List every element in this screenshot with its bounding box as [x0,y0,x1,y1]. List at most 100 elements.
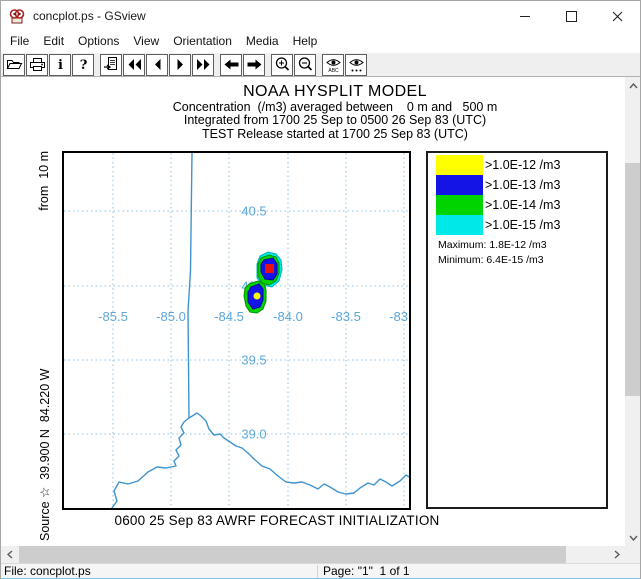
plot-title: NOAA HYSPLIT MODEL [243,83,427,100]
app-icon[interactable] [9,8,25,24]
svg-text:?: ? [79,58,87,73]
river-line-west [110,417,190,510]
left-axis-label: Source ☆ 39.900 N 84.220 W from 10 m [37,151,52,541]
forward-arrow-icon [247,59,261,70]
maximize-icon [565,10,577,22]
help-icon: ? [79,58,87,73]
max-cell-marker [265,264,274,273]
legend-box: >1.0E-12 /m3 >1.0E-13 /m3 >1.0E-14 /m3 >… [426,151,608,509]
zoom-out-button[interactable] [294,53,316,76]
scroll-up-button[interactable] [625,77,640,94]
info-icon: i [58,58,63,73]
horizontal-scrollbar[interactable] [1,546,640,563]
help-button[interactable]: ? [72,53,94,76]
menu-item-view[interactable]: View [133,34,160,48]
chevron-down-icon [629,535,638,541]
last-page-button[interactable] [192,53,214,76]
prev-page-button[interactable] [146,53,168,76]
source-location-label: Source ☆ 39.900 N 84.220 W [38,368,52,541]
title-bar[interactable]: concplot.ps - GSview [1,1,640,31]
next-page-button[interactable] [169,53,191,76]
goto-page-icon [103,57,117,70]
plot-subtitle-2: Integrated from 1700 25 Sep to 0500 26 S… [183,113,487,128]
menu-item-options[interactable]: Options [78,34,120,48]
legend-swatch-green [436,195,483,215]
prev-page-icon [154,59,160,70]
menu-item-help[interactable]: Help [292,34,318,48]
print-icon [29,58,45,71]
lon-tick-label: -84.5 [214,309,244,324]
minimize-icon [520,15,530,17]
legend-label: >1.0E-13 /m3 [485,178,561,192]
toolbar: i ? [1,53,640,77]
legend-row: >1.0E-14 /m3 [436,195,560,215]
legend-minimum: Minimum: 6.4E-15 /m3 [438,254,544,266]
plume-contour-1e12-source [253,292,261,300]
state-boundary-line [187,152,193,419]
legend-row: >1.0E-13 /m3 [436,175,560,195]
plot-subtitle-3: TEST Release started at 1700 25 Sep 83 (… [202,126,468,141]
first-page-icon [128,59,141,70]
svg-text:i: i [58,58,63,73]
status-separator [317,565,318,578]
lat-tick-label: 40.5 [241,204,266,219]
legend-row: >1.0E-12 /m3 [436,155,560,175]
open-button[interactable] [3,53,25,76]
lon-tick-label: -83.5 [331,309,361,324]
menu-item-file[interactable]: File [10,34,30,48]
scroll-down-button[interactable] [625,529,640,546]
legend-label: >1.0E-14 /m3 [485,198,561,212]
lon-tick-label: -83.0 [389,309,411,324]
lon-tick-label: -85.0 [156,309,186,324]
release-height-label: from 10 m [37,151,51,211]
goto-page-button[interactable] [100,53,122,76]
zoom-in-icon [275,57,289,71]
chevron-right-icon [614,550,620,559]
menu-item-edit[interactable]: Edit [43,34,65,48]
horizontal-scrollbar-thumb[interactable] [19,546,566,563]
status-file: File: concplot.ps [4,564,91,578]
info-button[interactable]: i [49,53,71,76]
first-page-button[interactable] [123,53,145,76]
text-extract-button[interactable]: ABC [322,53,344,76]
footer-label: 0600 25 Sep 83 AWRF FORECAST INITIALIZAT… [114,513,440,528]
scroll-right-button[interactable] [608,546,625,563]
lat-tick-label: 39.0 [241,427,266,442]
minimize-button[interactable] [502,1,548,31]
legend-swatch-cyan [436,215,483,235]
forward-button[interactable] [243,53,265,76]
back-button[interactable] [220,53,242,76]
menu-item-media[interactable]: Media [245,34,279,48]
svg-text:ABC: ABC [328,68,339,73]
last-page-icon [196,59,209,70]
river-line-east [188,412,411,495]
close-button[interactable] [594,1,640,31]
map-frame [62,151,411,510]
zoom-in-button[interactable] [271,53,293,76]
lon-tick-label: -85.5 [98,309,128,324]
legend-row: >1.0E-15 /m3 [436,215,560,235]
close-icon [612,11,622,21]
chevron-up-icon [629,82,638,88]
menu-item-orientation[interactable]: Orientation [173,34,232,48]
lat-tick-label: 39.5 [241,353,266,368]
concentration-map: 40.5 40.0 39.5 39.0 -85.5 -85.0 -84.5 -8… [62,151,411,510]
zoom-out-icon [298,57,312,71]
scroll-left-button[interactable] [1,546,18,563]
print-button[interactable] [26,53,48,76]
options-eye-icon [348,59,364,72]
open-folder-icon [6,60,22,69]
menu-bar: File Edit Options View Orientation Media… [1,31,640,53]
chevron-left-icon [6,550,12,559]
vertical-scrollbar-thumb[interactable] [625,163,640,396]
status-page: Page: "1" 1 of 1 [323,564,410,578]
next-page-icon [177,59,183,70]
lat-grid-lines [64,210,409,435]
options-eye-button[interactable] [345,53,367,76]
text-extract-eye-icon: ABC [325,59,341,73]
legend-swatch-yellow [436,155,483,175]
vertical-scrollbar[interactable] [625,77,640,546]
legend-maximum: Maximum: 1.8E-12 /m3 [438,239,547,251]
legend-label: >1.0E-15 /m3 [485,218,561,232]
maximize-button[interactable] [548,1,594,31]
